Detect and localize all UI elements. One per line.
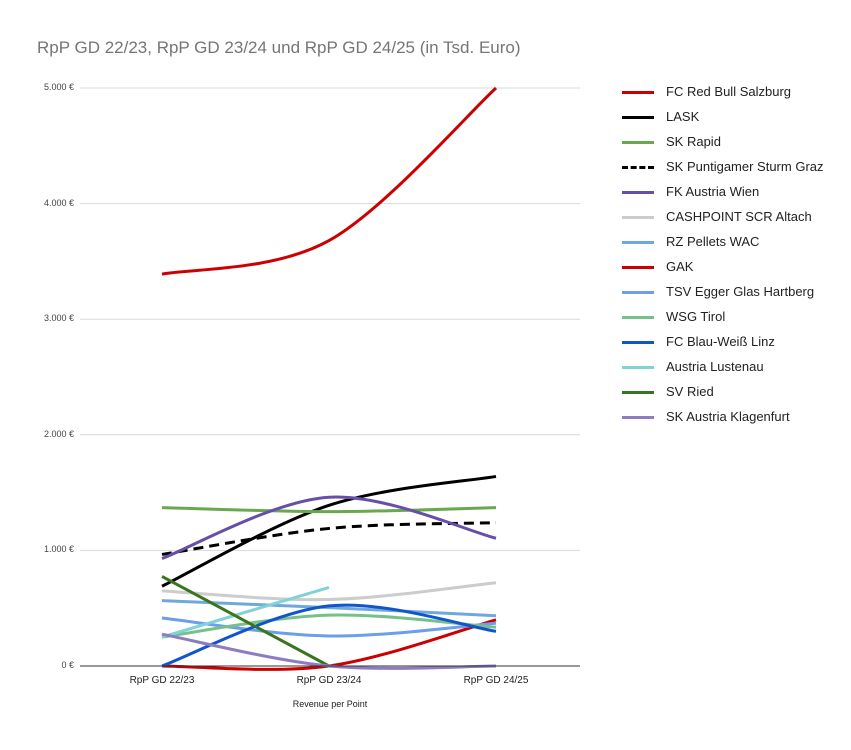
legend-swatch-icon: [622, 116, 654, 119]
legend-swatch-icon: [622, 391, 654, 394]
chart-title: RpP GD 22/23, RpP GD 23/24 und RpP GD 24…: [37, 38, 521, 57]
series-line: [161, 616, 497, 638]
legend-label: SK Rapid: [666, 134, 721, 149]
series-line: [161, 575, 330, 668]
y-tick-label: 4.000 €: [43, 197, 74, 208]
legend-swatch-icon: [622, 191, 654, 194]
legend-item[interactable]: SK Rapid: [622, 134, 842, 150]
series-line: [161, 603, 497, 668]
series-line: [161, 599, 497, 618]
legend-item[interactable]: WSG Tirol: [622, 309, 842, 325]
legend-label: Austria Lustenau: [666, 359, 764, 374]
legend-swatch-icon: [622, 341, 654, 344]
legend-swatch-icon: [622, 141, 654, 144]
legend-item[interactable]: FC Blau-Weiß Linz: [622, 334, 842, 350]
legend-item[interactable]: TSV Egger Glas Hartberg: [622, 284, 842, 300]
legend-swatch-icon: [622, 91, 654, 94]
legend-label: FC Blau-Weiß Linz: [666, 334, 775, 349]
legend-item[interactable]: CASHPOINT SCR Altach: [622, 209, 842, 225]
legend-swatch-icon: [622, 241, 654, 244]
legend: FC Red Bull Salzburg LASK SK Rapid SK Punti…: [622, 84, 842, 434]
series-line: [161, 495, 497, 560]
legend-swatch-icon: [622, 366, 654, 369]
gridlines: [80, 87, 580, 551]
legend-swatch-icon: [622, 416, 654, 419]
legend-item[interactable]: RZ Pellets WAC: [622, 234, 842, 250]
legend-item[interactable]: SV Ried: [622, 384, 842, 400]
legend-label: SK Puntigamer Sturm Graz: [666, 159, 824, 174]
legend-label: SV Ried: [666, 384, 714, 399]
y-tick-label: 0 €: [61, 660, 74, 670]
y-tick-label: 5.000 €: [43, 82, 74, 92]
x-tick-label: RpP GD 23/24: [296, 675, 362, 686]
x-tick-label: RpP GD 22/23: [129, 675, 195, 686]
legend-label: WSG Tirol: [666, 309, 726, 324]
legend-swatch-icon: [622, 216, 654, 219]
legend-label: GAK: [666, 259, 694, 274]
legend-swatch-icon: [622, 291, 654, 294]
series-line: [161, 86, 498, 276]
series-line: [161, 581, 497, 602]
x-axis-title: Revenue per Point: [292, 699, 368, 709]
y-tick-label: 3.000 €: [43, 313, 74, 324]
legend-item[interactable]: Austria Lustenau: [622, 359, 842, 375]
y-tick-label: 1.000 €: [43, 544, 74, 555]
legend-swatch-icon: [622, 266, 654, 269]
legend-item[interactable]: GAK: [622, 259, 842, 275]
series-line: [161, 585, 330, 639]
legend-item[interactable]: SK Puntigamer Sturm Graz: [622, 159, 842, 175]
legend-item[interactable]: FK Austria Wien: [622, 184, 842, 200]
legend-item[interactable]: SK Austria Klagenfurt: [622, 409, 842, 425]
y-tick-label: 2.000 €: [43, 428, 74, 439]
legend-swatch-icon: [622, 316, 654, 319]
legend-label: TSV Egger Glas Hartberg: [666, 284, 815, 299]
legend-label: LASK: [666, 109, 700, 124]
legend-label: CASHPOINT SCR Altach: [666, 209, 812, 224]
legend-item[interactable]: LASK: [622, 109, 842, 125]
legend-label: FC Red Bull Salzburg: [666, 84, 791, 99]
series-line: [161, 506, 497, 514]
legend-label: FK Austria Wien: [666, 184, 760, 199]
x-tick-label: RpP GD 24/25: [463, 675, 529, 686]
legend-label: SK Austria Klagenfurt: [666, 409, 790, 424]
series-lines: [161, 86, 498, 671]
legend-swatch-icon: [622, 166, 654, 169]
legend-item[interactable]: FC Red Bull Salzburg: [622, 84, 842, 100]
series-line: [161, 632, 497, 670]
series-line: [161, 474, 497, 588]
series-line: [161, 521, 497, 556]
legend-label: RZ Pellets WAC: [666, 234, 760, 249]
